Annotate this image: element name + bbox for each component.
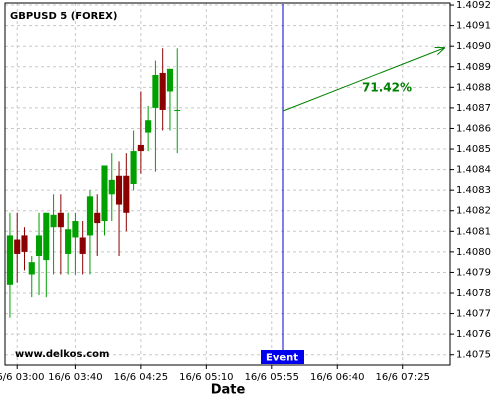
- candle-body: [86, 196, 94, 236]
- candle-body: [130, 151, 137, 184]
- candle-body: [72, 221, 79, 238]
- y-tick-label: 1.4079: [456, 267, 491, 278]
- candle-body: [174, 109, 181, 111]
- y-tick-label: 1.4083: [456, 185, 491, 196]
- x-tick-label: 16/6 05:55: [245, 372, 299, 383]
- y-tick-label: 1.4077: [456, 309, 491, 320]
- candle-body: [137, 144, 144, 152]
- y-tick-label: 1.4089: [456, 62, 491, 73]
- chart-title: GBPUSD 5 (FOREX): [10, 11, 117, 22]
- candle-body: [123, 175, 130, 213]
- y-tick-label: 1.4084: [456, 165, 491, 176]
- x-tick-label: 16/6 06:40: [310, 372, 364, 383]
- candles: [6, 48, 181, 318]
- y-tick-label: 1.4087: [456, 103, 491, 114]
- x-tick-label: 16/6 03:00: [0, 372, 44, 383]
- watermark: www.delkos.com: [15, 349, 109, 360]
- candle-body: [65, 229, 72, 254]
- y-tick-label: 1.4088: [456, 82, 491, 93]
- event-label: Event: [266, 353, 298, 364]
- candle-body: [50, 214, 57, 228]
- y-tick-label: 1.4076: [456, 329, 491, 340]
- candle-body: [57, 212, 64, 228]
- candle-body: [21, 235, 28, 252]
- y-tick-label: 1.4086: [456, 123, 491, 134]
- candle-body: [35, 235, 43, 256]
- candle-body: [108, 179, 115, 195]
- projection-arrow: [282, 48, 444, 112]
- plot-frame: [4, 2, 451, 366]
- x-tick-label: 16/6 05:10: [179, 372, 233, 383]
- candle-body: [159, 72, 166, 110]
- candle-body: [101, 165, 108, 222]
- candle-body: [28, 262, 35, 275]
- candle-body: [79, 237, 86, 254]
- y-tick-label: 1.4090: [456, 41, 491, 52]
- y-tick-label: 1.4081: [456, 226, 491, 237]
- candle-body: [145, 120, 152, 133]
- x-tick-label: 16/6 07:25: [375, 372, 429, 383]
- candle-body: [152, 74, 159, 108]
- y-tick-label: 1.4082: [456, 206, 491, 217]
- grid: [5, 3, 450, 365]
- x-tick-label: 16/6 04:25: [114, 372, 168, 383]
- y-tick-label: 1.4092: [456, 0, 491, 11]
- y-tick-label: 1.4091: [456, 21, 491, 32]
- y-tick-label: 1.4085: [456, 144, 491, 155]
- candle-body: [43, 212, 50, 261]
- x-tick-label: 16/6 03:40: [48, 372, 102, 383]
- y-tick-label: 1.4075: [456, 350, 491, 361]
- candle-body: [166, 68, 174, 92]
- candle-body: [14, 239, 21, 254]
- candle-body: [115, 175, 123, 205]
- annotation: 71.42%: [362, 81, 412, 95]
- x-axis-label: Date: [211, 383, 246, 398]
- candle-body: [6, 235, 13, 285]
- candle-body: [94, 212, 101, 224]
- event-box: [261, 350, 304, 364]
- y-tick-label: 1.4078: [456, 288, 491, 299]
- y-tick-label: 1.4080: [456, 247, 491, 258]
